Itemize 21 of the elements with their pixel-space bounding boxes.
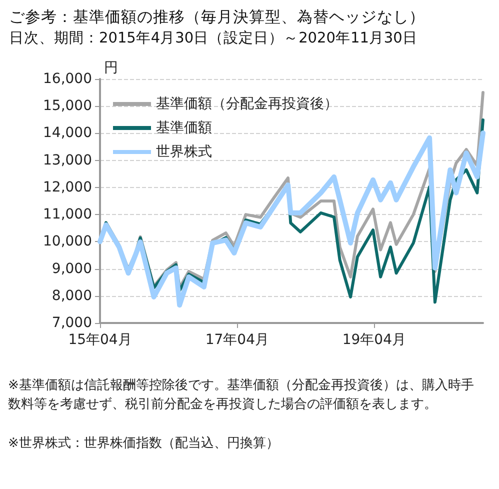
y-tick-label: 14,000 <box>43 125 92 142</box>
legend-label: 基準価額 <box>156 120 212 136</box>
text: ※世界株式：世界株価指数（配当込、円換算） <box>8 436 279 451</box>
x-tick-label: 15年04月 <box>68 332 132 348</box>
y-tick-label: 11,000 <box>43 206 92 223</box>
y-axis-title: 円 <box>104 60 118 76</box>
y-tick-label: 10,000 <box>43 234 92 250</box>
y-tick-label: 13,000 <box>43 152 92 168</box>
legend-label: 基準価額（分配金再投資後） <box>156 96 338 112</box>
y-tick-label: 12,000 <box>43 179 92 196</box>
chart-subtitle: 日次、期間：2015年4月30日（設定日）～2020年11月30日 <box>9 30 418 46</box>
x-tick-label: 19年04月 <box>342 332 406 348</box>
y-tick-label: 7,000 <box>52 315 92 331</box>
y-tick-label: 8,000 <box>52 288 92 304</box>
chart-title: ご参考：基準価額の推移（毎月決算型、為替ヘッジなし） <box>9 8 425 26</box>
y-tick-label: 9,000 <box>52 260 92 277</box>
text: ※基準価額は信託報酬等控除後です。基準価額（分配金再投資後）は、購入時手数料等を考慮せず、税引前分配金を再投資した場合の評価額を表します。 <box>8 378 474 412</box>
legend-label: 世界株式 <box>156 144 212 160</box>
y-tick-label: 16,000 <box>43 71 92 87</box>
x-tick-label: 17年04月 <box>205 332 269 348</box>
y-tick-label: 15,000 <box>43 98 92 114</box>
